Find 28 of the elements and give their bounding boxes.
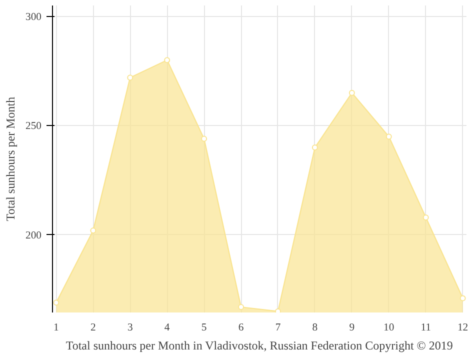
x-tick-label: 11 [420,322,431,334]
point [201,136,208,142]
x-tick-label: 2 [90,322,96,334]
x-axis-title: Total sunhours per Month in Vladivostok, Russian Federation Copyright © 2019 [66,338,453,352]
y-tick-label: 300 [26,12,42,23]
x-tick-label: 8 [312,322,318,334]
y-tick-label: 200 [26,230,42,242]
x-tick-label: 12 [457,322,468,334]
y-axis-title: Total sunhours per Month [4,96,18,222]
x-tick-label: 5 [201,322,207,334]
point [90,228,96,234]
x-tick-label: 10 [384,322,394,334]
point [460,295,466,302]
x-tick-label: 1 [54,322,59,334]
x-tick-label: 4 [164,322,170,334]
point [386,134,392,140]
point [53,300,60,306]
point [127,74,134,81]
x-tick-label: 3 [127,322,133,334]
point [238,304,244,310]
point [164,57,170,64]
point [312,144,318,151]
point [348,90,355,96]
x-tick-label: 7 [275,322,282,334]
y-tick-label: 250 [26,121,42,132]
x-tick-label: 6 [238,322,244,334]
point [422,214,429,220]
x-tick-label: 9 [349,322,355,334]
